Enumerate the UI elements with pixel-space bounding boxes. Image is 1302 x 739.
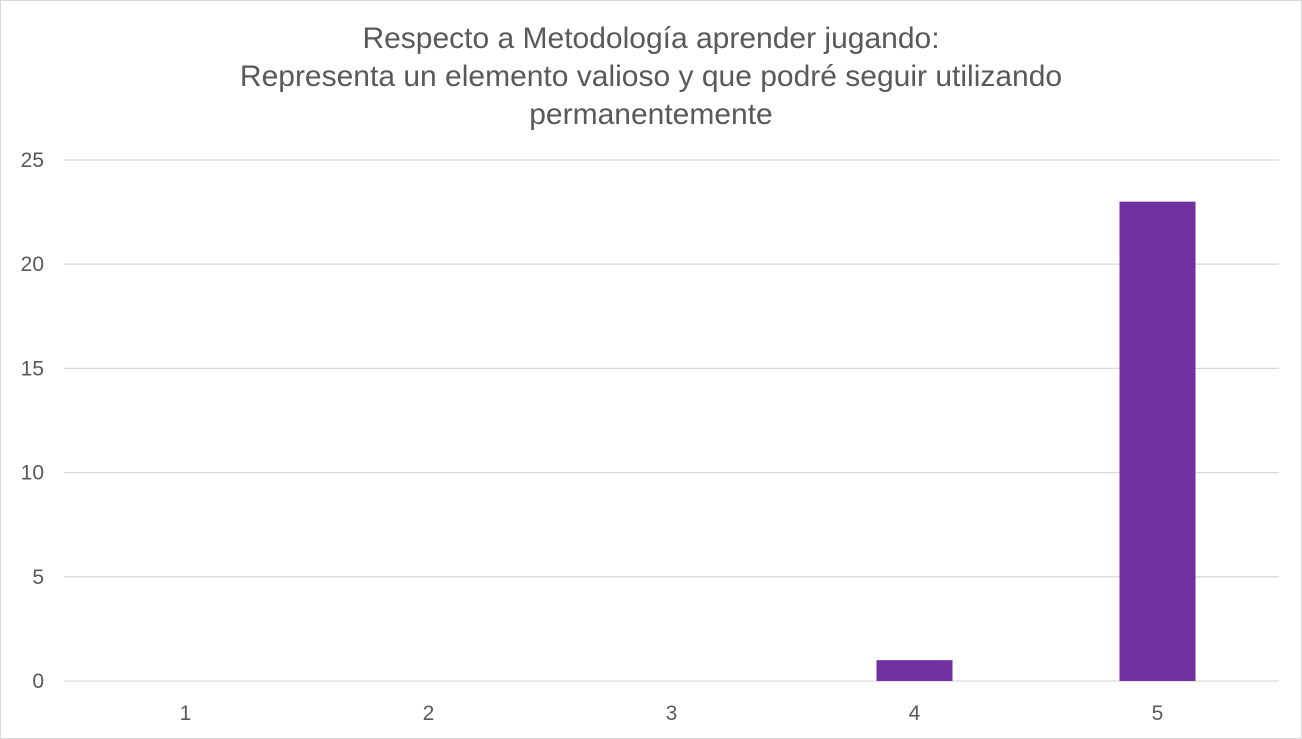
y-tick-label: 0 <box>32 670 44 693</box>
y-tick-label: 25 <box>21 149 44 172</box>
x-tick-label: 2 <box>423 702 435 725</box>
bar <box>1119 201 1196 681</box>
x-tick-label: 1 <box>180 702 192 725</box>
chart-title: Respecto a Metodología aprender jugando:… <box>0 20 1302 134</box>
y-tick-label: 15 <box>21 357 44 380</box>
y-tick-label: 10 <box>21 462 44 485</box>
bar <box>876 660 953 681</box>
x-tick-label: 3 <box>666 702 678 725</box>
y-tick-label: 20 <box>21 253 44 276</box>
chart-title-line-1: Respecto a Metodología aprender jugando: <box>362 22 940 55</box>
x-tick-label: 4 <box>909 702 921 725</box>
x-tick-label: 5 <box>1152 702 1164 725</box>
y-tick-label: 5 <box>32 566 44 589</box>
chart-title-line-2: Representa un elemento valioso y que pod… <box>239 60 1063 93</box>
chart-title-line-3: permanentemente <box>529 98 773 131</box>
